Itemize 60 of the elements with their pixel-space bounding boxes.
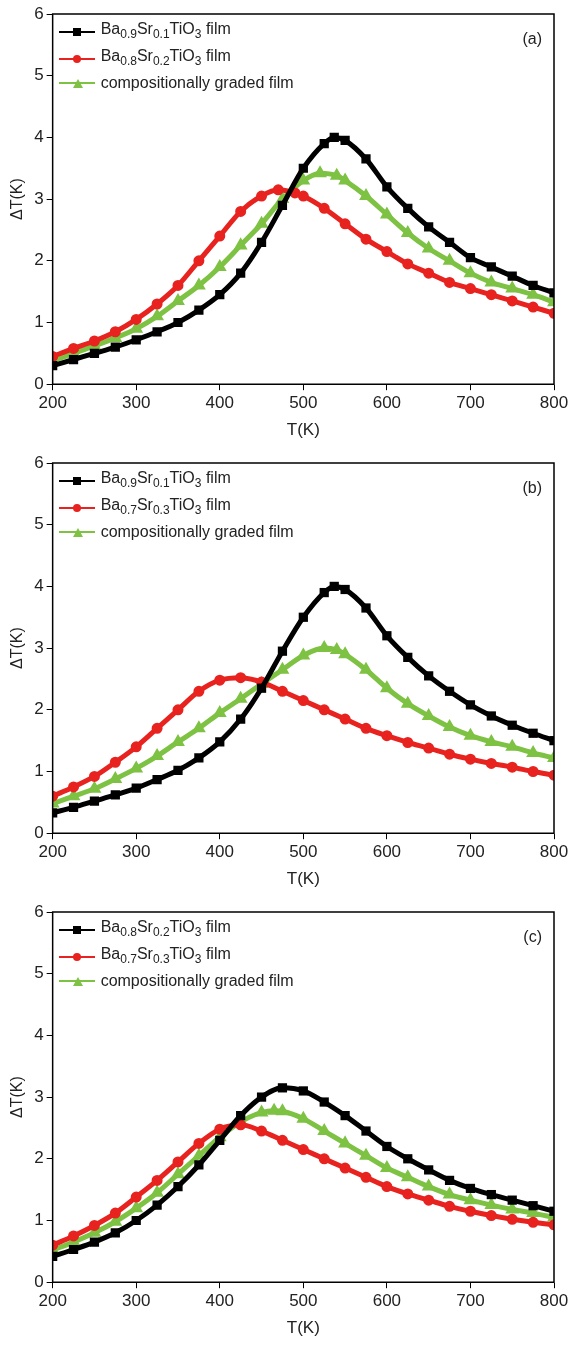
y-tick-label: 1	[34, 761, 44, 781]
x-axis-title: T(K)	[286, 869, 320, 889]
legend-label: Ba$_{0.7}$Sr$_{0.3}$TiO$_{3}$ film	[100, 944, 231, 969]
x-tick-label: 800	[539, 393, 569, 413]
x-tick-label: 500	[289, 842, 318, 862]
x-tick-label: 800	[539, 1291, 569, 1311]
x-tick-label: 700	[456, 393, 485, 413]
y-tick-label: 0	[34, 822, 44, 842]
legend-label: compositionally graded film	[100, 522, 294, 543]
x-tick-label: 700	[456, 1291, 485, 1311]
x-tick-label: 400	[205, 393, 234, 413]
legend-label: Ba$_{0.9}$Sr$_{0.1}$TiO$_{3}$ film	[100, 19, 231, 44]
annotation: (a)	[522, 30, 542, 48]
x-tick-label: 200	[38, 1291, 67, 1311]
y-tick-label: 5	[34, 963, 44, 983]
x-tick-label: 600	[372, 1291, 402, 1311]
y-tick-label: 1	[34, 312, 44, 332]
y-tick-label: 4	[34, 576, 44, 596]
y-tick-label: 6	[34, 901, 44, 921]
x-tick-label: 200	[38, 842, 67, 862]
legend-label: Ba$_{0.7}$Sr$_{0.3}$TiO$_{3}$ film	[100, 495, 231, 520]
y-tick-label: 1	[34, 1210, 44, 1230]
y-tick-label: 6	[34, 452, 44, 472]
annotation: (c)	[523, 928, 542, 946]
y-tick-label: 3	[34, 188, 44, 208]
y-tick-label: 2	[34, 699, 44, 719]
annotation: (b)	[522, 479, 542, 497]
legend-label: compositionally graded film	[100, 971, 294, 992]
x-tick-label: 500	[289, 393, 318, 413]
x-tick-label: 300	[122, 1291, 151, 1311]
y-tick-label: 2	[34, 1148, 44, 1168]
x-tick-label: 600	[372, 842, 402, 862]
y-axis-title: ΔT(K)	[8, 627, 26, 669]
legend-label: Ba$_{0.9}$Sr$_{0.1}$TiO$_{3}$ film	[100, 468, 231, 493]
x-tick-label: 300	[122, 393, 151, 413]
x-tick-label: 400	[205, 842, 234, 862]
legend-label: Ba$_{0.8}$Sr$_{0.2}$TiO$_{3}$ film	[100, 46, 231, 71]
x-axis-title: T(K)	[286, 1318, 320, 1338]
y-tick-label: 5	[34, 514, 44, 534]
y-tick-label: 2	[34, 250, 44, 270]
y-tick-label: 3	[34, 637, 44, 657]
y-axis-title: ΔT(K)	[8, 1076, 26, 1118]
y-tick-label: 3	[34, 1086, 44, 1106]
x-tick-label: 200	[38, 393, 67, 413]
x-tick-label: 300	[122, 842, 151, 862]
y-axis-title: ΔT(K)	[8, 178, 26, 220]
y-tick-label: 5	[34, 65, 44, 85]
y-tick-label: 0	[34, 1271, 44, 1291]
x-axis-title: T(K)	[286, 420, 320, 440]
legend-label: Ba$_{0.8}$Sr$_{0.2}$TiO$_{3}$ film	[100, 917, 231, 942]
y-tick-label: 4	[34, 127, 44, 147]
x-tick-label: 700	[456, 842, 485, 862]
x-tick-label: 800	[539, 842, 569, 862]
x-tick-label: 600	[372, 393, 402, 413]
x-tick-label: 400	[205, 1291, 234, 1311]
x-tick-label: 500	[289, 1291, 318, 1311]
y-tick-label: 4	[34, 1025, 44, 1045]
legend-label: compositionally graded film	[100, 73, 294, 94]
y-tick-label: 0	[34, 373, 44, 393]
y-tick-label: 6	[34, 3, 44, 23]
